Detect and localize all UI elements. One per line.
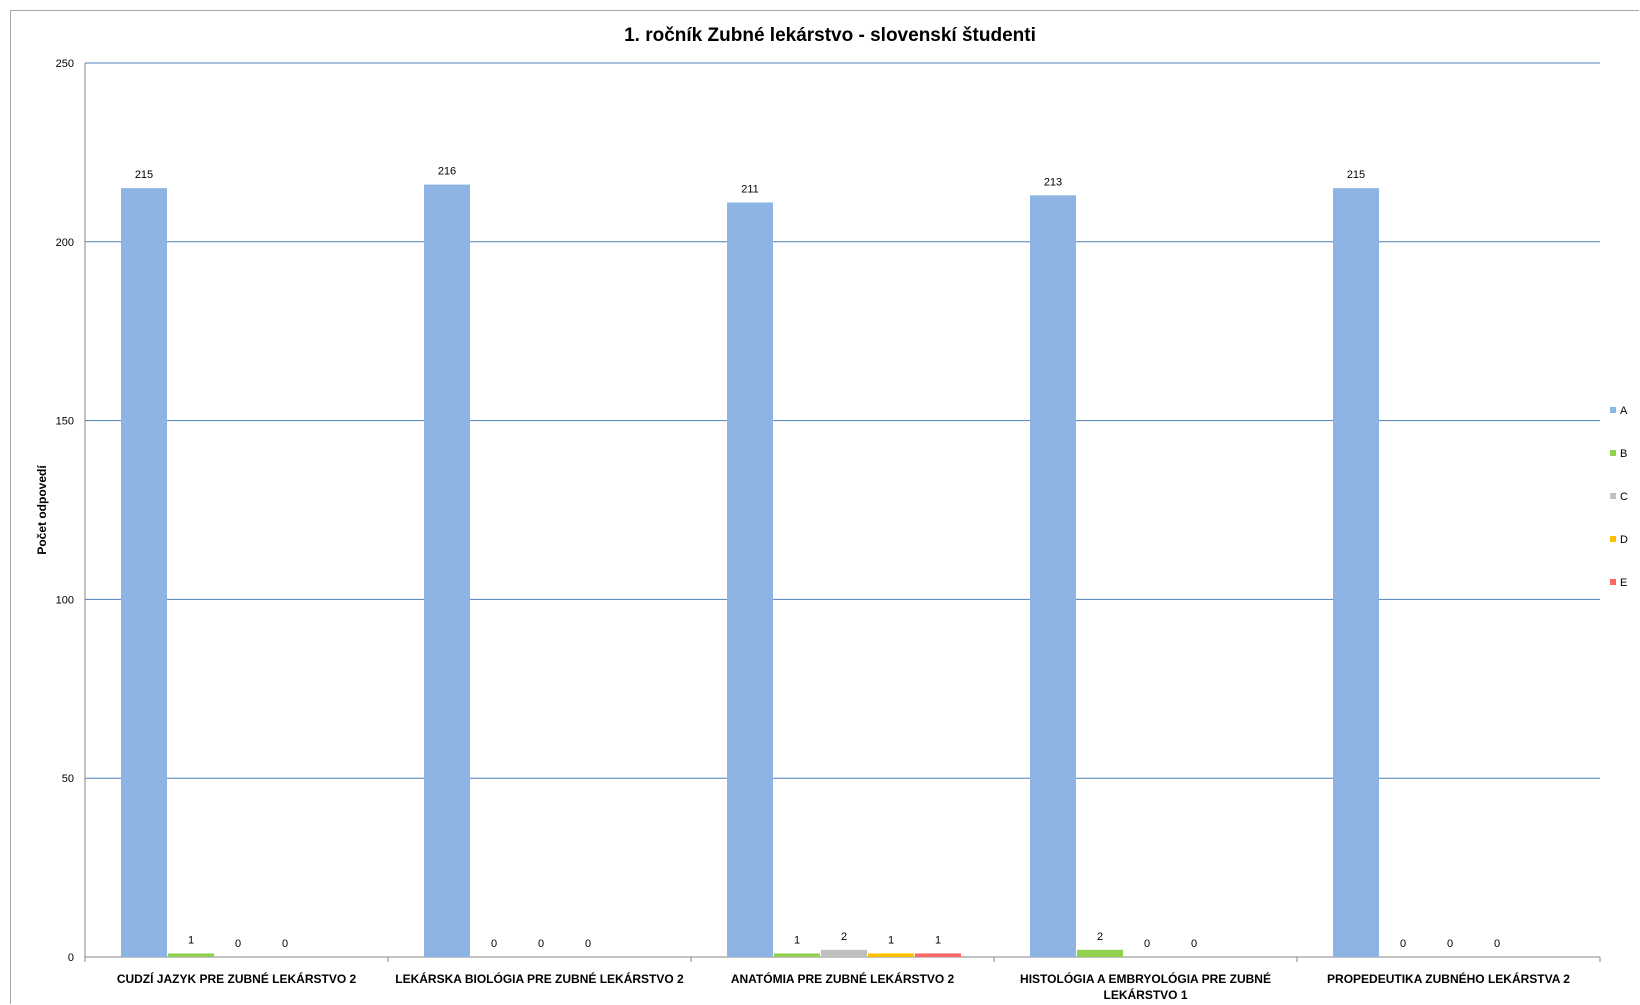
data-label: 0 xyxy=(538,938,544,950)
category-labels: CUDZÍ JAZYK PRE ZUBNÉ LEKÁRSTVO 2 LEKÁRSK… xyxy=(117,971,1570,1002)
category-label: LEKÁRSKA BIOLÓGIA PRE ZUBNÉ LEKÁRSTVO 2 xyxy=(395,971,684,986)
data-label: 213 xyxy=(1044,176,1062,188)
data-label: 0 xyxy=(491,938,497,950)
category-label: ANATÓMIA PRE ZUBNÉ LEKÁRSTVO 2 xyxy=(731,971,955,986)
data-label: 216 xyxy=(438,166,456,178)
category-label: CUDZÍ JAZYK PRE ZUBNÉ LEKÁRSTVO 2 xyxy=(117,971,357,986)
data-label: 0 xyxy=(1144,938,1150,950)
data-label: 215 xyxy=(135,169,153,181)
bar xyxy=(821,949,867,957)
legend-swatch xyxy=(1610,536,1616,542)
category-label: LEKÁRSTVO 1 xyxy=(1103,987,1187,1002)
data-label: 0 xyxy=(235,938,241,950)
data-label: 1 xyxy=(888,934,894,946)
bar xyxy=(168,953,214,957)
y-tick-label: 150 xyxy=(56,416,74,428)
legend-label: C xyxy=(1620,491,1628,503)
y-tick-label: 50 xyxy=(62,773,74,785)
bar xyxy=(1333,188,1379,957)
bar xyxy=(915,953,961,957)
y-tick-label: 250 xyxy=(56,58,74,70)
data-label: 0 xyxy=(1494,938,1500,950)
bar xyxy=(868,953,914,957)
legend-swatch xyxy=(1610,493,1616,499)
y-tick-label: 200 xyxy=(56,237,74,249)
data-label: 1 xyxy=(935,934,941,946)
legend-label: B xyxy=(1620,448,1627,460)
y-axis-label: Počet odpovedí xyxy=(35,465,49,555)
legend-label: D xyxy=(1620,534,1628,546)
legend-label: A xyxy=(1620,405,1628,417)
data-label: 2 xyxy=(1097,931,1103,943)
bar xyxy=(121,188,167,957)
data-label: 211 xyxy=(741,183,759,195)
legend: A B C D E xyxy=(1610,405,1628,589)
category-label: HISTOLÓGIA A EMBRYOLÓGIA PRE ZUBNÉ xyxy=(1020,971,1271,986)
category-label: PROPEDEUTIKA ZUBNÉHO LEKÁRSTVA 2 xyxy=(1327,971,1570,986)
legend-swatch xyxy=(1610,450,1616,456)
y-tick-label: 0 xyxy=(68,952,74,964)
data-label: 0 xyxy=(585,938,591,950)
data-label: 1 xyxy=(794,934,800,946)
data-label: 0 xyxy=(1447,938,1453,950)
data-label: 2 xyxy=(841,931,847,943)
bar xyxy=(774,953,820,957)
data-label: 0 xyxy=(1400,938,1406,950)
chart-title: 1. ročník Zubné lekárstvo - slovenskí št… xyxy=(624,25,1036,46)
data-label: 1 xyxy=(188,934,194,946)
data-label: 0 xyxy=(282,938,288,950)
legend-label: E xyxy=(1620,577,1627,589)
legend-swatch xyxy=(1610,407,1616,413)
data-label: 215 xyxy=(1347,169,1365,181)
bar xyxy=(1030,195,1076,957)
bar xyxy=(727,202,773,958)
bars xyxy=(121,184,1379,958)
bar xyxy=(424,184,470,958)
data-label: 0 xyxy=(1191,938,1197,950)
bar xyxy=(1077,949,1123,957)
y-tick-label: 100 xyxy=(56,594,74,606)
legend-swatch xyxy=(1610,579,1616,585)
